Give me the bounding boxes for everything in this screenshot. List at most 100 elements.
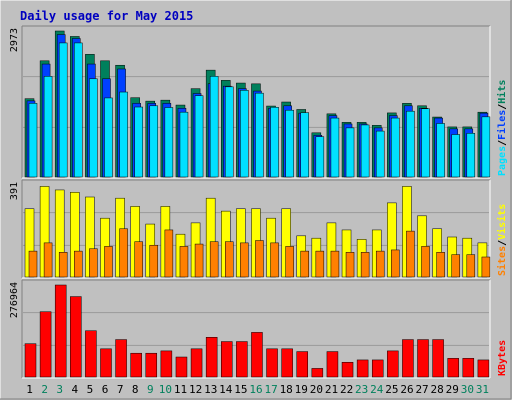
sites-bar <box>360 252 370 278</box>
series-legend-label: KBytes <box>497 340 508 376</box>
pages-bar <box>255 92 264 178</box>
x-tick-label: 19 <box>295 383 308 396</box>
kbytes-bar <box>296 351 308 378</box>
sites-bar <box>375 250 385 278</box>
kbytes-bar <box>341 361 354 378</box>
x-tick-label: 22 <box>340 383 353 396</box>
pages-bar <box>225 86 234 178</box>
kbytes-bar <box>417 339 429 378</box>
x-tick-label: 31 <box>476 383 489 396</box>
x-tick-label: 11 <box>174 383 187 396</box>
x-tick-label: 28 <box>431 383 444 396</box>
legend-part: / <box>497 104 508 110</box>
y-tick-label: 391 <box>9 182 20 200</box>
sites-bar <box>43 242 53 278</box>
legend-part: Hits <box>496 80 508 104</box>
kbytes-bar <box>160 350 173 378</box>
sites-bar <box>255 240 264 278</box>
kbytes-bar <box>24 343 37 378</box>
kbytes-bar <box>251 332 263 378</box>
kbytes-bar <box>356 359 369 378</box>
sites-bar <box>119 228 128 278</box>
pages-bar <box>74 42 83 178</box>
sites-bar <box>345 252 355 278</box>
legend-part: Visits <box>496 204 508 240</box>
kbytes-bar <box>130 352 142 378</box>
kbytes-bar <box>85 330 97 378</box>
kbytes-bar <box>266 348 278 378</box>
sites-bar <box>466 254 476 278</box>
kbytes-bar <box>326 351 339 378</box>
pages-bar <box>345 127 355 178</box>
x-tick-label: 18 <box>280 383 293 396</box>
sites-bar <box>179 246 189 278</box>
legend-part: Files <box>496 110 508 140</box>
sites-bar <box>209 241 219 278</box>
pages-bar <box>315 136 325 178</box>
x-tick-label: 6 <box>102 383 109 396</box>
sites-bar <box>28 250 38 278</box>
pages-bar <box>149 105 159 178</box>
sites-bar <box>134 241 143 278</box>
sites-bar <box>300 250 309 278</box>
x-axis-labels: 1 2 3 4 5 6 7 8 9 10 11 12 13 14 15 16 17 18 19 20 21 22 23 24 2… <box>26 383 489 396</box>
pages-bar <box>406 110 415 178</box>
x-tick-label: 8 <box>132 383 139 396</box>
sites-bar <box>164 229 174 278</box>
pages-bar <box>89 78 98 178</box>
kbytes-bar <box>175 356 188 378</box>
x-tick-label: 15 <box>234 383 247 396</box>
kbytes-bar <box>447 358 459 378</box>
x-tick-label: 14 <box>219 383 233 396</box>
pages-bar <box>43 76 53 178</box>
x-tick-label: 25 <box>385 383 398 396</box>
sites-bar <box>270 242 279 278</box>
sites-bar <box>89 248 98 278</box>
sites-bar <box>225 241 234 278</box>
kbytes-bar <box>432 339 444 378</box>
sites-bar <box>240 242 249 278</box>
kbytes-bar <box>100 348 112 378</box>
x-tick-label: 2 <box>41 383 48 396</box>
sites-bar <box>391 249 400 278</box>
pages-bar <box>330 117 340 178</box>
pages-bar <box>164 107 174 178</box>
x-tick-label: 16 <box>249 383 262 396</box>
x-tick-label: 17 <box>264 383 277 396</box>
sites-bar <box>406 230 415 278</box>
x-tick-label: 12 <box>189 383 202 396</box>
pages-bar <box>466 133 476 178</box>
pages-bar <box>481 116 491 178</box>
pages-bar <box>194 95 204 178</box>
panel-kbytes: 276964 KBytes <box>9 279 508 379</box>
pages-bar <box>58 42 68 178</box>
pages-bar <box>300 112 309 178</box>
kbytes-bar <box>39 311 52 378</box>
sites-bar <box>104 246 113 278</box>
pages-bar <box>240 90 249 178</box>
x-tick-label: 9 <box>147 383 154 396</box>
pages-bar <box>436 123 445 178</box>
chart-panels: 2973Pages/Files/Hits391Sites/Visits27696… <box>9 25 508 379</box>
legend-part: / <box>497 140 508 146</box>
kbytes-bar <box>311 368 324 378</box>
legend-part: KBytes <box>497 340 508 376</box>
x-tick-label: 27 <box>415 383 428 396</box>
sites-bar <box>436 252 445 278</box>
sites-bar <box>74 250 83 278</box>
x-tick-label: 30 <box>461 383 474 396</box>
pages-bar <box>285 109 294 178</box>
x-tick-label: 24 <box>370 383 384 396</box>
legend-part: Sites <box>496 246 508 276</box>
pages-bar <box>375 130 385 178</box>
x-tick-label: 21 <box>325 383 338 396</box>
kbytes-bar <box>236 341 248 378</box>
pages-bar <box>270 107 279 178</box>
kbytes-bar <box>281 348 293 378</box>
kbytes-bar <box>387 350 399 378</box>
pages-bar <box>104 97 113 178</box>
kbytes-bar <box>221 341 233 378</box>
y-tick-label: 2973 <box>9 28 20 52</box>
sites-bar <box>285 246 294 278</box>
